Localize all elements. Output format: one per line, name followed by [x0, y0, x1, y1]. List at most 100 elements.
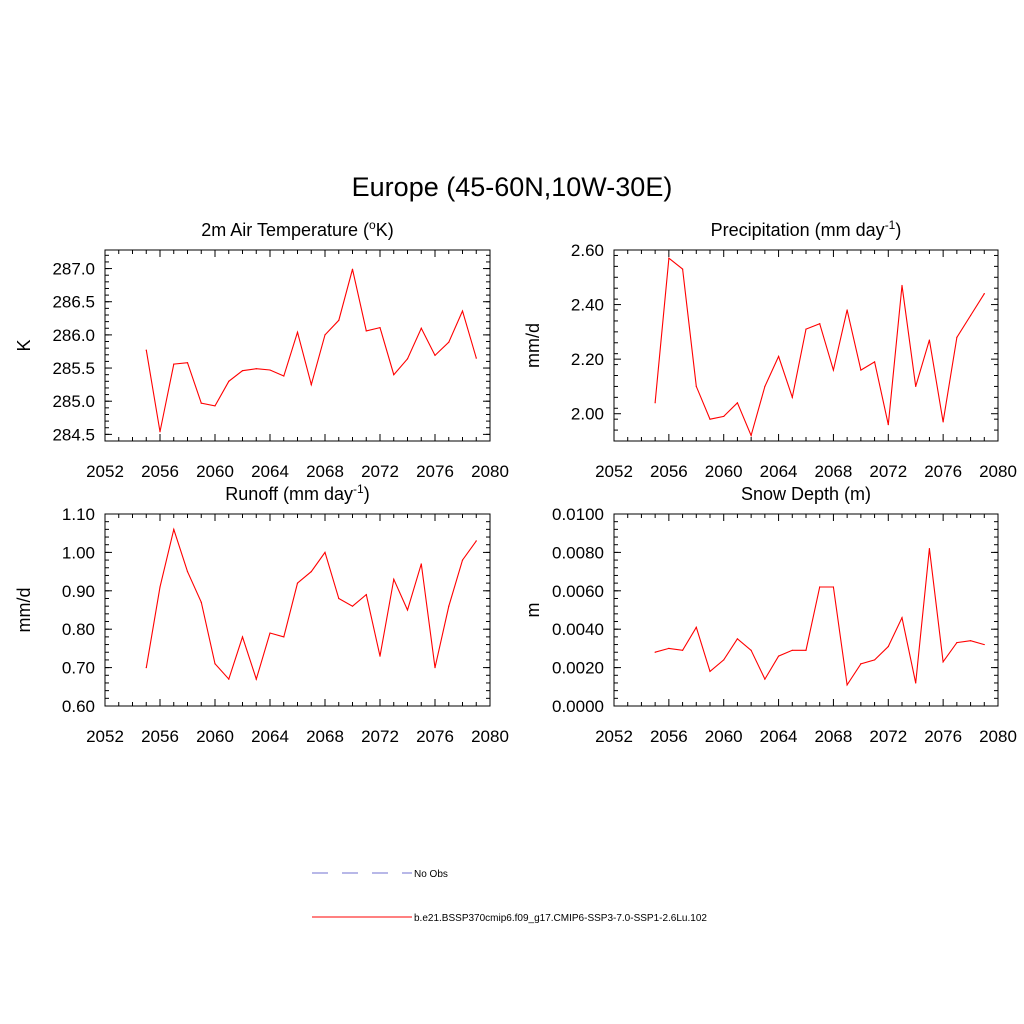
series-point [709, 670, 711, 673]
x-tick-label: 2076 [416, 727, 454, 746]
series-point [777, 655, 780, 657]
panels: 2052 2056 2060 2064 2068 2072 2076 2080 284.5 285… [14, 218, 1017, 746]
panel-title-main: Precipitation (mm day [711, 220, 885, 240]
panel-title-superscript: -1 [353, 482, 364, 496]
series-point [819, 323, 821, 325]
series-point [668, 647, 670, 650]
y-tick-label: 0.60 [62, 697, 95, 716]
x-tick-label: 2072 [869, 727, 907, 746]
series-point [448, 341, 450, 343]
series-point [173, 363, 175, 365]
series-point [296, 582, 299, 584]
series-point [681, 649, 684, 651]
x-tick-label: 2080 [471, 462, 509, 481]
series-point [324, 334, 326, 336]
x-tick-label: 2052 [595, 727, 633, 746]
series-point [805, 649, 807, 651]
panel-title-tail: ) [895, 220, 901, 240]
series-point [475, 357, 477, 359]
series-point [269, 369, 271, 371]
y-tick-label: 286.0 [52, 326, 95, 345]
x-tick-label: 2052 [595, 462, 633, 481]
y-tick-label: 2.60 [571, 241, 604, 260]
main-title: Europe (45-60N,10W-30E) [352, 172, 673, 202]
series-point [736, 638, 739, 640]
series-point [723, 659, 725, 661]
series-point [969, 314, 972, 317]
series-point [654, 651, 656, 653]
series-point [928, 547, 931, 550]
legend-series-label: b.e21.BSSP370cmip6.f09_g17.CMIP6-SSP3-7.… [414, 913, 707, 924]
series-point [791, 396, 793, 398]
y-tick-label: 285.5 [52, 359, 95, 378]
series-point [393, 374, 395, 376]
y-axis-label: K [14, 339, 34, 351]
series-point [434, 354, 436, 357]
series-point [887, 645, 889, 648]
series-point [255, 678, 257, 680]
series-point [709, 418, 711, 420]
series-point [873, 361, 876, 363]
x-tick-label: 2068 [306, 727, 344, 746]
y-tick-label: 0.0000 [552, 697, 604, 716]
series-point [420, 563, 422, 565]
y-tick-label: 287.0 [52, 260, 95, 279]
series-point [873, 659, 876, 661]
series-point [777, 355, 780, 358]
series-point [942, 661, 944, 663]
series-point [915, 385, 917, 388]
y-tick-label: 2.00 [571, 405, 604, 424]
series-point [406, 358, 409, 360]
series-point [214, 405, 216, 407]
x-tick-label: 2076 [924, 462, 962, 481]
series-point [832, 369, 835, 371]
y-tick-label: 1.10 [62, 505, 95, 524]
series-point [901, 617, 903, 619]
series-point [365, 330, 367, 332]
y-tick-label: 0.90 [62, 582, 95, 601]
x-tick-label: 2060 [196, 727, 234, 746]
series-point [819, 586, 821, 588]
series-point [461, 310, 464, 312]
series-point [654, 402, 656, 404]
x-tick-label: 2080 [979, 727, 1017, 746]
x-tick-label: 2068 [815, 727, 853, 746]
series-point [269, 632, 271, 634]
panel-title: 2m Air Temperature (oK) [201, 218, 393, 240]
x-tick-label: 2056 [141, 727, 179, 746]
series-point [832, 586, 835, 588]
y-tick-label: 1.00 [62, 543, 95, 562]
x-tick-label: 2068 [815, 462, 853, 481]
series-point [901, 284, 903, 287]
panel-title: Snow Depth (m) [741, 484, 871, 504]
y-tick-label: 0.80 [62, 620, 95, 639]
panel-title-superscript: -1 [885, 218, 896, 232]
panel-title-superscript: o [369, 218, 376, 232]
x-tick-label: 2052 [86, 462, 124, 481]
series-point [846, 309, 848, 311]
x-tick-label: 2060 [705, 727, 743, 746]
series-point [324, 551, 326, 554]
series-point [393, 578, 395, 580]
series-point [159, 586, 161, 588]
x-tick-label: 2060 [705, 462, 743, 481]
series-point [736, 402, 739, 404]
series-point [475, 540, 477, 542]
x-tick-label: 2076 [416, 462, 454, 481]
series-point [200, 601, 202, 603]
x-tick-label: 2056 [141, 462, 179, 481]
series-point [983, 643, 985, 646]
series-point [406, 609, 409, 611]
series-point [764, 678, 766, 680]
x-tick-label: 2072 [361, 462, 399, 481]
x-tick-label: 2056 [650, 727, 688, 746]
series-point [338, 319, 340, 321]
series-point [214, 663, 216, 665]
x-tick-label: 2052 [86, 727, 124, 746]
series-point [461, 559, 464, 561]
series-point [956, 642, 958, 644]
x-tick-label: 2060 [196, 462, 234, 481]
chart-panel-3: 2052 2056 2060 2064 2068 2072 2076 2080 0.60 0.70… [14, 482, 509, 746]
y-tick-label: 0.0060 [552, 582, 604, 601]
x-tick-label: 2064 [760, 727, 798, 746]
